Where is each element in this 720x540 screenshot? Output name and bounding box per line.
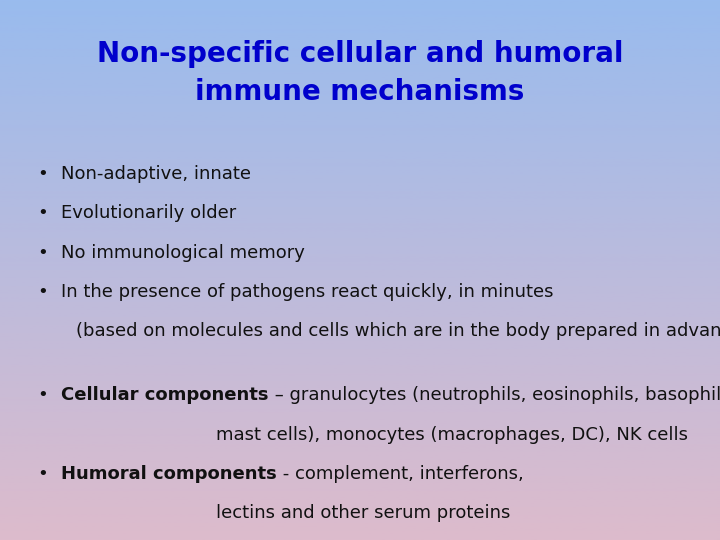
Text: •: • (37, 204, 48, 222)
Text: In the presence of pathogens react quickly, in minutes: In the presence of pathogens react quick… (61, 283, 554, 301)
Text: •: • (37, 386, 48, 404)
Text: •: • (37, 283, 48, 301)
Text: Non-specific cellular and humoral: Non-specific cellular and humoral (96, 40, 624, 69)
Text: •: • (37, 244, 48, 261)
Text: (based on molecules and cells which are in the body prepared in advance): (based on molecules and cells which are … (76, 322, 720, 340)
Text: – granulocytes (neutrophils, eosinophils, basophils,: – granulocytes (neutrophils, eosinophils… (269, 386, 720, 404)
Text: - complement, interferons,: - complement, interferons, (277, 465, 523, 483)
Text: •: • (37, 465, 48, 483)
Text: immune mechanisms: immune mechanisms (195, 78, 525, 106)
Text: •: • (37, 165, 48, 183)
Text: Non-adaptive, innate: Non-adaptive, innate (61, 165, 251, 183)
Text: Humoral components: Humoral components (61, 465, 277, 483)
Text: No immunological memory: No immunological memory (61, 244, 305, 261)
Text: lectins and other serum proteins: lectins and other serum proteins (216, 504, 510, 522)
Text: mast cells), monocytes (macrophages, DC), NK cells: mast cells), monocytes (macrophages, DC)… (216, 426, 688, 443)
Text: Cellular components: Cellular components (61, 386, 269, 404)
Text: Evolutionarily older: Evolutionarily older (61, 204, 236, 222)
